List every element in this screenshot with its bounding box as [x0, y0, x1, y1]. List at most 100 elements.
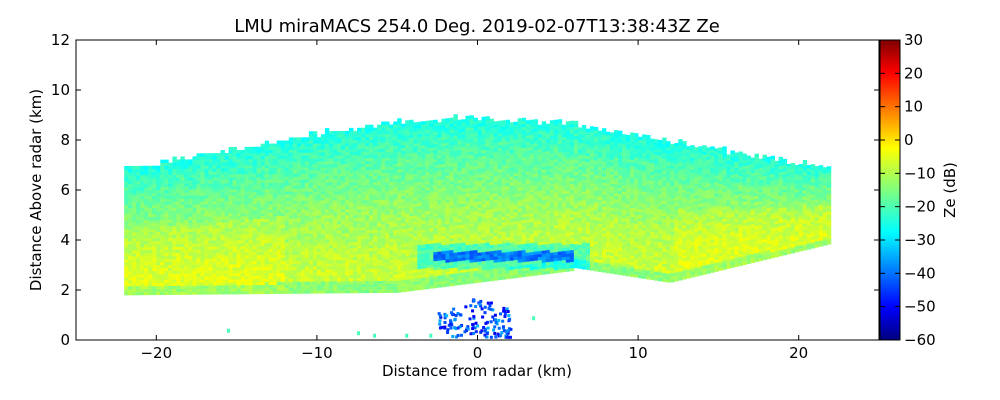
echo-cell	[192, 195, 197, 199]
echo-cell	[417, 214, 422, 219]
echo-cell	[320, 272, 326, 276]
echo-cell	[429, 195, 434, 199]
echo-cell	[164, 231, 169, 236]
echo-cell	[276, 281, 282, 285]
echo-cell	[437, 182, 442, 186]
echo-cell	[389, 142, 394, 146]
echo-cell	[453, 165, 458, 169]
echo-cell	[168, 192, 173, 196]
echo-cell	[136, 225, 141, 230]
echo-cell	[260, 182, 266, 187]
echo-cell	[156, 174, 161, 179]
echo-cell	[417, 277, 422, 282]
echo-cell	[272, 284, 278, 288]
echo-cell	[449, 183, 454, 188]
echo-cell	[421, 136, 426, 140]
echo-cell	[288, 200, 294, 204]
echo-cell	[345, 139, 350, 144]
echo-cell	[124, 216, 129, 221]
echo-cell	[489, 259, 494, 264]
echo-cell	[284, 212, 290, 216]
echo-cell	[505, 137, 511, 142]
echo-cell	[509, 122, 515, 126]
echo-cell	[240, 176, 246, 181]
echo-cell	[449, 267, 454, 272]
echo-cell	[345, 283, 350, 288]
echo-cell	[489, 202, 494, 207]
echo-cell	[216, 279, 221, 283]
echo-cell	[192, 228, 197, 232]
echo-cell	[353, 148, 358, 153]
echo-cell	[461, 242, 466, 246]
echo-cell	[128, 234, 133, 239]
echo-cell	[505, 200, 511, 205]
echo-cell	[220, 276, 225, 280]
echo-cell	[449, 261, 454, 266]
echo-cell	[244, 191, 250, 196]
echo-cell	[248, 191, 254, 196]
echo-cell	[425, 180, 430, 185]
echo-cell	[220, 285, 225, 289]
echo-cell	[457, 131, 462, 136]
echo-cell	[473, 237, 478, 242]
echo-cell	[332, 140, 338, 144]
echo-cell	[405, 204, 410, 208]
echo-cell	[232, 245, 238, 250]
echo-cell	[232, 185, 238, 190]
echo-cell	[493, 193, 498, 197]
echo-cell	[469, 220, 474, 224]
echo-cell	[224, 264, 229, 268]
echo-cell	[196, 279, 201, 283]
echo-cell	[401, 240, 406, 245]
echo-cell	[220, 279, 225, 283]
echo-cell	[192, 219, 197, 223]
echo-cell	[425, 129, 430, 134]
echo-cell	[216, 165, 221, 169]
echo-cell	[220, 249, 225, 253]
echo-cell	[276, 149, 282, 153]
echo-cell	[385, 274, 390, 278]
echo-cell	[296, 263, 302, 267]
echo-cell	[501, 171, 506, 175]
echo-cell	[353, 280, 358, 285]
echo-cell	[497, 186, 502, 191]
echo-cell	[212, 252, 217, 256]
echo-cell	[453, 141, 458, 145]
echo-cell	[196, 198, 201, 202]
echo-cell	[433, 140, 438, 145]
echo-cell	[232, 164, 238, 169]
echo-cell	[304, 212, 310, 216]
echo-cell	[264, 191, 270, 196]
echo-cell	[473, 168, 478, 173]
echo-cell	[316, 254, 322, 258]
echo-cell	[304, 155, 310, 159]
echo-cell	[136, 183, 141, 188]
echo-cell	[328, 134, 334, 138]
echo-cell	[268, 257, 274, 262]
echo-cell	[445, 232, 450, 236]
echo-cell	[124, 219, 129, 224]
echo-cell	[264, 173, 270, 178]
echo-cell	[220, 258, 225, 262]
echo-cell	[461, 134, 466, 138]
echo-cell	[509, 176, 515, 180]
echo-cell	[473, 234, 478, 239]
echo-cell	[393, 217, 398, 221]
echo-cell	[320, 185, 326, 189]
echo-cell	[340, 217, 346, 222]
echo-cell	[477, 207, 482, 211]
echo-cell	[260, 221, 266, 226]
echo-cell	[473, 180, 478, 185]
echo-cell	[413, 143, 418, 147]
echo-cell	[292, 173, 298, 177]
echo-cell	[300, 140, 306, 144]
echo-cell	[489, 199, 494, 204]
echo-cell	[144, 261, 149, 266]
echo-cell	[184, 291, 189, 295]
echo-cell	[276, 242, 282, 246]
echo-cell	[369, 286, 374, 291]
echo-cell	[136, 171, 141, 176]
echo-cell	[248, 260, 254, 265]
echo-cell	[377, 193, 382, 198]
echo-cell	[140, 180, 145, 185]
